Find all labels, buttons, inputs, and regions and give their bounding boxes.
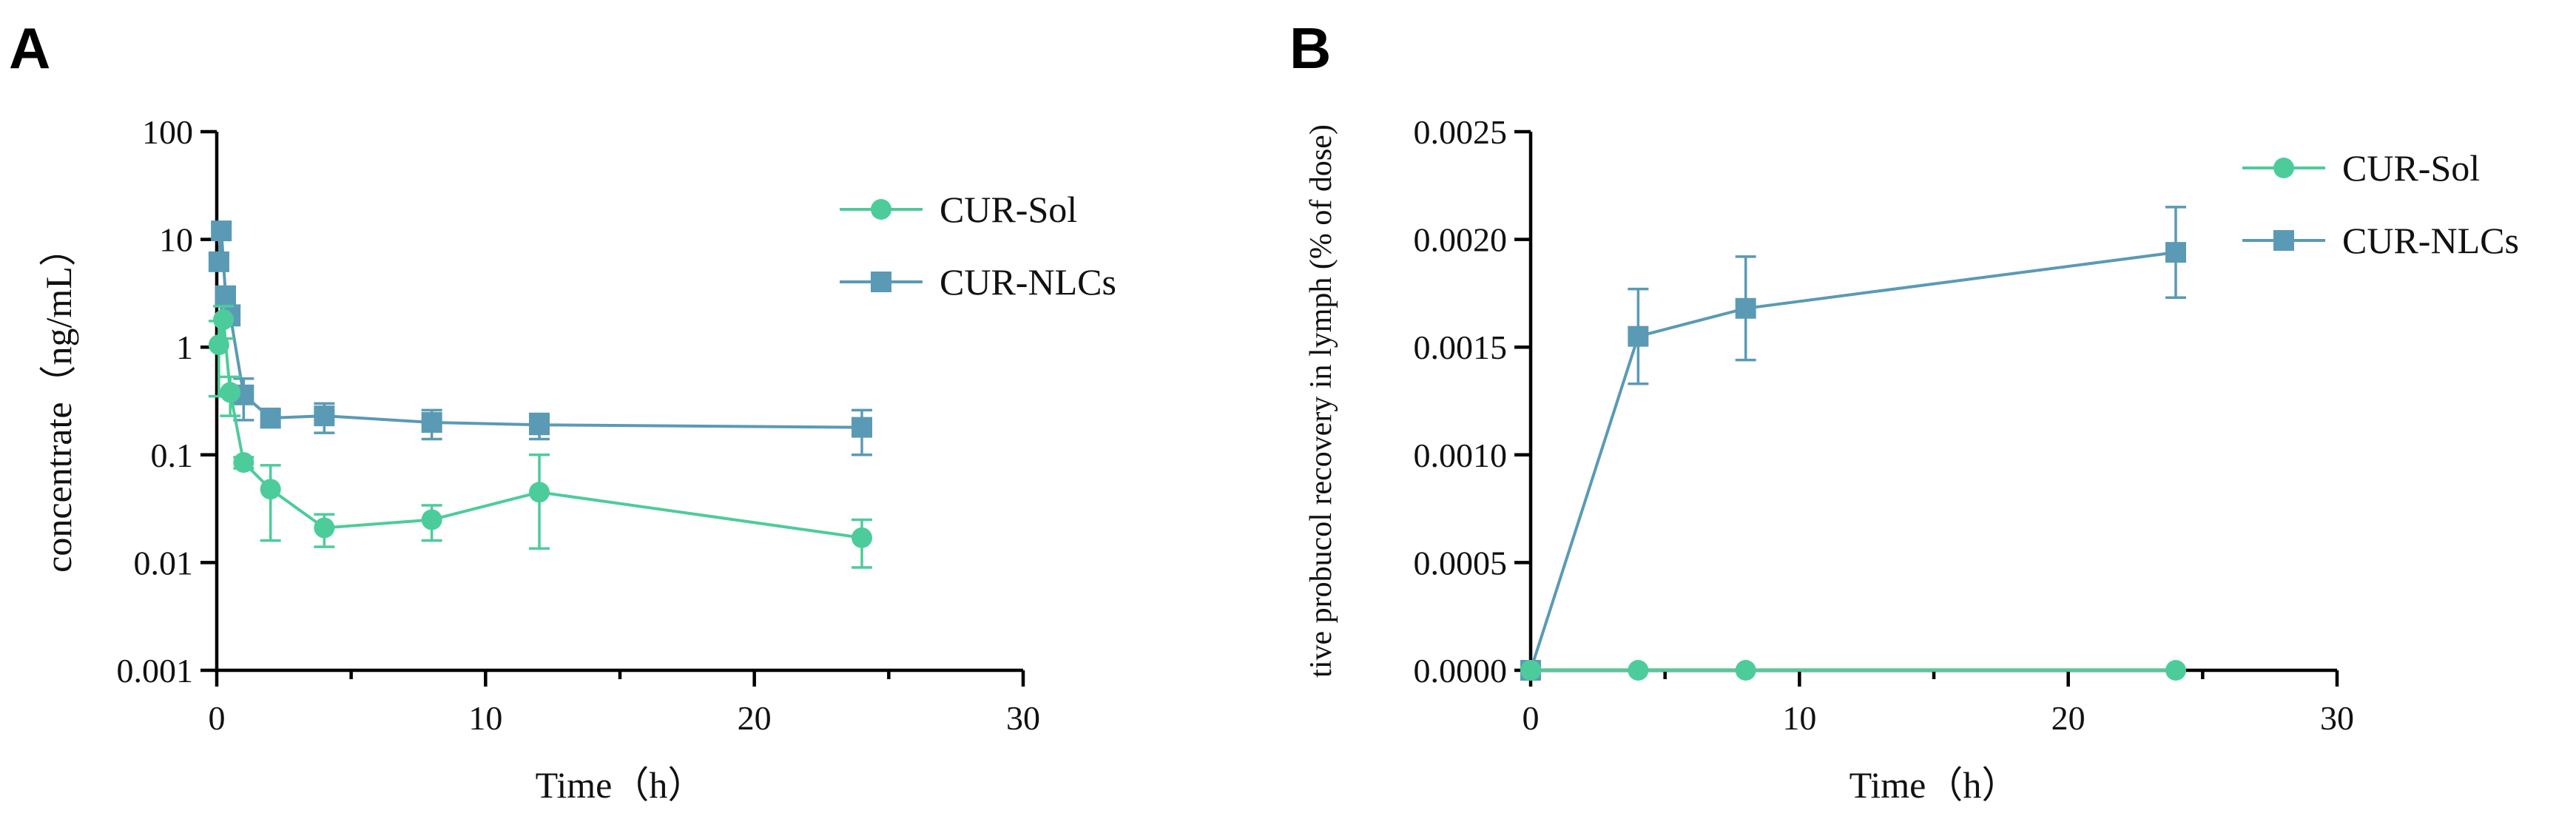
y-axis-title: tive probucol recovery in lymph (% of do… bbox=[1304, 124, 1338, 678]
data-point bbox=[215, 285, 236, 306]
x-axis-title: Time（h） bbox=[536, 764, 705, 806]
data-point bbox=[529, 482, 550, 503]
x-axis-title: Time（h） bbox=[1850, 764, 2019, 806]
legend-item-cur-nlcs: CUR-NLCs bbox=[840, 261, 1116, 303]
y-tick-label: 0.0010 bbox=[1414, 437, 1508, 474]
data-point bbox=[2165, 660, 2186, 681]
series-cur-sol bbox=[1520, 660, 2186, 681]
data-point bbox=[220, 382, 241, 403]
legend-marker bbox=[871, 199, 891, 220]
chart-b-svg: B 0 10 20 30 0.0000 0.0005 0.0010 0.0015 0.0020 0… bbox=[1289, 16, 2519, 806]
y-tick-label: 0.0020 bbox=[1414, 221, 1508, 259]
y-tick-label: 1 bbox=[176, 328, 193, 366]
y-tick-label: 0.1 bbox=[151, 437, 194, 474]
x-tick-label: 0 bbox=[209, 699, 226, 737]
chart-panel-b: B 0 10 20 30 0.0000 0.0005 0.0010 0.0015 0.0020 0… bbox=[1288, 0, 2576, 819]
series-cur-nlcs bbox=[1520, 206, 2186, 681]
data-point bbox=[2165, 242, 2186, 263]
x-tick-label: 30 bbox=[1006, 699, 1040, 737]
data-point bbox=[421, 509, 442, 530]
x-tick-label: 0 bbox=[1523, 699, 1540, 737]
x-tick-label: 30 bbox=[2320, 699, 2354, 737]
series-line bbox=[217, 230, 863, 429]
chart-a-svg: A 0 10 20 30 0.001 0.01 0.1 1 10 100 Time（h） concen… bbox=[9, 16, 1116, 806]
data-point bbox=[213, 309, 235, 331]
y-tick-label: 0.0015 bbox=[1414, 328, 1508, 366]
data-point bbox=[529, 414, 550, 436]
data-point bbox=[314, 405, 335, 427]
legend-marker bbox=[2273, 158, 2294, 178]
x-tick-label: 10 bbox=[468, 699, 502, 737]
legend-marker bbox=[871, 272, 891, 292]
series-cur-sol bbox=[208, 305, 872, 569]
data-point bbox=[1628, 660, 1649, 681]
data-point bbox=[1628, 326, 1649, 347]
legend-label: CUR-Sol bbox=[940, 189, 1077, 230]
x-tick-label: 10 bbox=[1782, 699, 1816, 737]
y-axis-title: concentrate（ng/mL） bbox=[38, 229, 79, 573]
y-tick-label: 0.0025 bbox=[1414, 113, 1508, 151]
y-tick-label: 0.0000 bbox=[1414, 652, 1508, 690]
y-tick-label: 0.0005 bbox=[1414, 544, 1508, 582]
data-point bbox=[211, 220, 232, 242]
chart-panel-a: A 0 10 20 30 0.001 0.01 0.1 1 10 100 Time（h） concen… bbox=[9, 16, 1116, 806]
data-point bbox=[1735, 660, 1756, 681]
data-point bbox=[208, 251, 229, 272]
data-point bbox=[260, 479, 281, 500]
legend-label: CUR-NLCs bbox=[2342, 220, 2519, 261]
legend-item-cur-sol: CUR-Sol bbox=[840, 189, 1077, 230]
legend-item-cur-nlcs: CUR-NLCs bbox=[2242, 220, 2519, 261]
data-point bbox=[1520, 660, 1541, 681]
series-cur-nlcs bbox=[208, 220, 872, 456]
panel-label-b: B bbox=[1289, 16, 1331, 81]
legend-label: CUR-Sol bbox=[2342, 147, 2480, 189]
y-tick-label: 0.001 bbox=[117, 652, 194, 690]
y-tick-label: 100 bbox=[142, 113, 193, 151]
legend-marker bbox=[2273, 230, 2294, 251]
data-point bbox=[1735, 297, 1756, 319]
series-line bbox=[1529, 251, 2177, 671]
data-point bbox=[421, 411, 442, 433]
data-point bbox=[852, 527, 872, 548]
data-point bbox=[260, 407, 281, 428]
x-tick-label: 20 bbox=[738, 699, 772, 737]
data-point bbox=[314, 517, 335, 539]
legend-label: CUR-NLCs bbox=[940, 261, 1116, 303]
data-point bbox=[233, 452, 254, 473]
legend-item-cur-sol: CUR-Sol bbox=[2242, 147, 2480, 189]
y-tick-label: 10 bbox=[159, 221, 193, 259]
y-tick-label: 0.01 bbox=[134, 544, 194, 582]
data-point bbox=[852, 417, 872, 438]
x-tick-label: 20 bbox=[2051, 699, 2086, 737]
panel-label-a: A bbox=[9, 16, 50, 81]
